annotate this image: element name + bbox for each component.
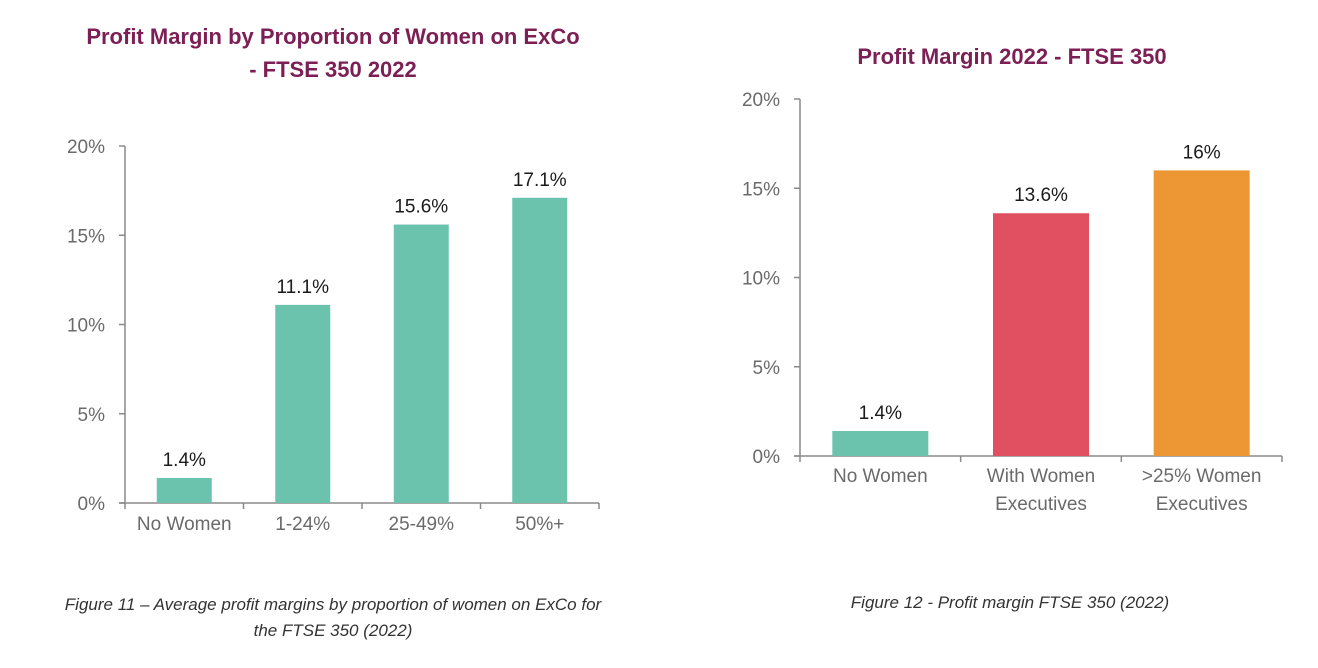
data-label: 16% xyxy=(1183,142,1221,163)
y-tick-label: 15% xyxy=(67,226,105,247)
x-tick-label: >25% Women xyxy=(1142,466,1262,487)
data-label: 11.1% xyxy=(277,277,330,298)
y-tick-label: 5% xyxy=(753,358,781,379)
x-tick-label: 25-49% xyxy=(389,514,455,535)
chart-title: Profit Margin 2022 - FTSE 350 xyxy=(857,44,1166,69)
y-tick-label: 20% xyxy=(67,137,105,158)
y-tick-label: 10% xyxy=(742,269,780,290)
data-label: 13.6% xyxy=(1014,185,1068,206)
y-tick-label: 0% xyxy=(78,494,106,515)
data-label: 1.4% xyxy=(163,450,206,471)
x-tick-label: 1-24% xyxy=(275,514,330,535)
figure-caption: the FTSE 350 (2022) xyxy=(254,621,413,640)
chart-title: Profit Margin by Proportion of Women on … xyxy=(86,24,579,49)
x-tick-label: 50%+ xyxy=(515,514,564,535)
bar xyxy=(156,478,212,503)
y-tick-label: 5% xyxy=(78,405,106,426)
bar xyxy=(393,224,449,504)
data-label: 15.6% xyxy=(394,197,448,218)
y-tick-label: 20% xyxy=(742,90,780,111)
bar xyxy=(832,431,929,456)
y-tick-label: 15% xyxy=(742,179,780,200)
y-tick-label: 0% xyxy=(753,447,781,468)
x-tick-label: Executives xyxy=(995,494,1087,515)
x-tick-label: No Women xyxy=(137,514,232,535)
y-tick-label: 10% xyxy=(67,316,105,337)
x-tick-label: Executives xyxy=(1156,494,1248,515)
figure-caption: Figure 11 – Average profit margins by pr… xyxy=(65,595,603,614)
data-label: 17.1% xyxy=(513,170,567,191)
x-tick-label: With Women xyxy=(987,466,1095,487)
chart-title: - FTSE 350 2022 xyxy=(249,57,417,82)
x-tick-label: No Women xyxy=(833,466,928,487)
bar xyxy=(1153,170,1250,456)
bar xyxy=(993,213,1089,456)
figure-caption: Figure 12 - Profit margin FTSE 350 (2022… xyxy=(851,593,1169,612)
bar xyxy=(512,197,568,503)
bar xyxy=(275,304,331,503)
data-label: 1.4% xyxy=(859,403,902,424)
